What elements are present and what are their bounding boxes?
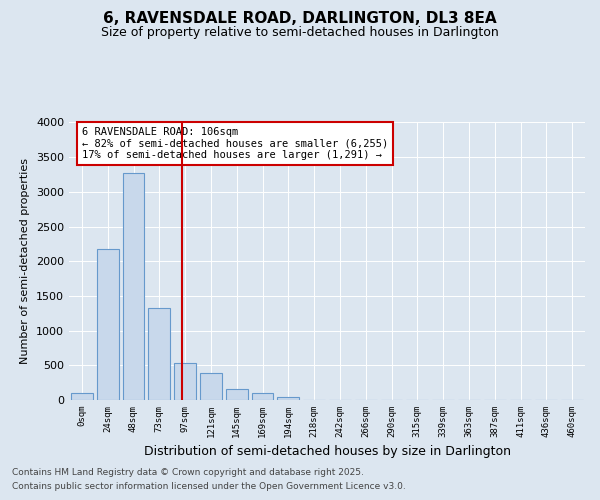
- Text: Size of property relative to semi-detached houses in Darlington: Size of property relative to semi-detach…: [101, 26, 499, 39]
- Bar: [226, 389, 248, 400]
- Bar: [148, 308, 170, 400]
- Y-axis label: Number of semi-detached properties: Number of semi-detached properties: [20, 158, 31, 364]
- Bar: [200, 373, 222, 400]
- Bar: [71, 393, 93, 400]
- X-axis label: Distribution of semi-detached houses by size in Darlington: Distribution of semi-detached houses by …: [143, 446, 511, 458]
- Bar: [122, 173, 145, 400]
- Text: Contains HM Land Registry data © Crown copyright and database right 2025.: Contains HM Land Registry data © Crown c…: [12, 468, 364, 477]
- Bar: [277, 396, 299, 400]
- Text: Contains public sector information licensed under the Open Government Licence v3: Contains public sector information licen…: [12, 482, 406, 491]
- Text: 6 RAVENSDALE ROAD: 106sqm
← 82% of semi-detached houses are smaller (6,255)
17% : 6 RAVENSDALE ROAD: 106sqm ← 82% of semi-…: [82, 126, 388, 160]
- Text: 6, RAVENSDALE ROAD, DARLINGTON, DL3 8EA: 6, RAVENSDALE ROAD, DARLINGTON, DL3 8EA: [103, 11, 497, 26]
- Bar: [97, 250, 119, 400]
- Bar: [251, 394, 274, 400]
- Bar: [174, 363, 196, 400]
